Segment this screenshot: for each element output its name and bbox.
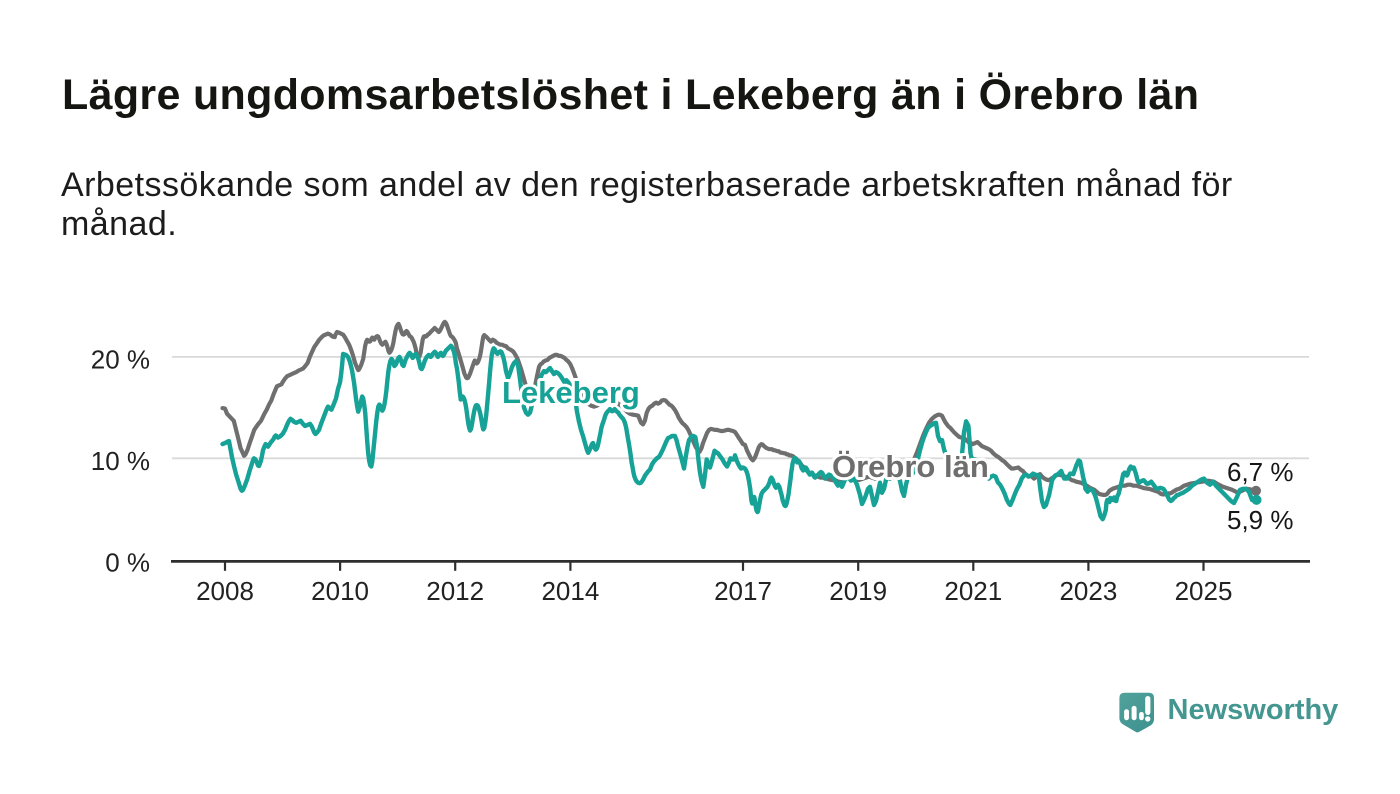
svg-text:2010: 2010 <box>311 576 369 606</box>
svg-text:0 %: 0 % <box>105 547 150 577</box>
svg-text:2025: 2025 <box>1175 576 1233 606</box>
svg-text:Lekeberg: Lekeberg <box>502 375 640 410</box>
svg-text:Örebro län: Örebro län <box>832 449 989 484</box>
svg-text:2017: 2017 <box>714 576 772 606</box>
svg-text:2019: 2019 <box>829 576 887 606</box>
svg-text:2012: 2012 <box>426 576 484 606</box>
svg-text:2021: 2021 <box>944 576 1002 606</box>
svg-text:Lägre ungdomsarbetslöshet i Le: Lägre ungdomsarbetslöshet i Lekeberg än … <box>62 71 1199 119</box>
svg-text:2023: 2023 <box>1059 576 1117 606</box>
svg-text:10 %: 10 % <box>91 446 150 476</box>
svg-text:5,9 %: 5,9 % <box>1227 505 1294 535</box>
svg-text:Newsworthy: Newsworthy <box>1168 694 1339 726</box>
svg-text:2014: 2014 <box>541 576 599 606</box>
svg-text:2008: 2008 <box>196 576 254 606</box>
svg-text:6,7 %: 6,7 % <box>1227 457 1294 487</box>
svg-text:Arbetssökande som andel av den: Arbetssökande som andel av den registerb… <box>61 166 1233 204</box>
svg-text:20 %: 20 % <box>91 344 150 374</box>
svg-text:månad.: månad. <box>61 205 177 243</box>
